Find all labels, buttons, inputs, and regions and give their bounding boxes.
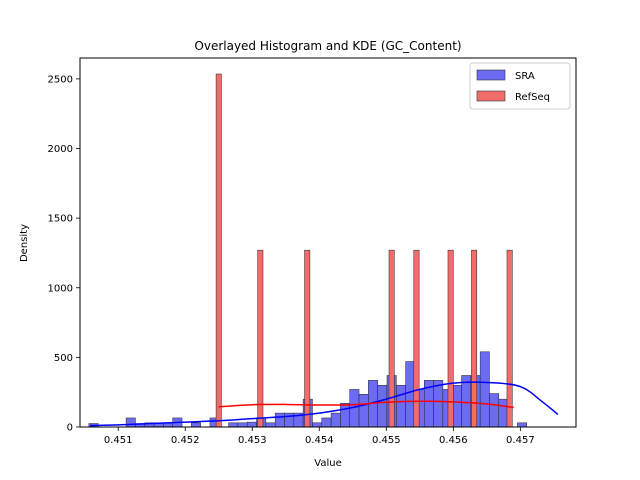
sra-bar <box>405 361 416 428</box>
sra-bar <box>451 384 462 428</box>
refseq-bar <box>257 249 264 428</box>
sra-bar <box>489 393 500 428</box>
sra-bar <box>274 412 285 428</box>
x-axis-ticks: 0.451 0.452 0.453 0.454 0.455 0.456 0.457 <box>104 427 535 446</box>
sra-bar <box>396 384 406 428</box>
sra-bar <box>191 422 201 428</box>
y-tick-label: 0 <box>67 423 73 434</box>
x-tick-label: 0.452 <box>171 435 200 446</box>
sra-bar <box>246 421 257 428</box>
x-tick-label: 0.457 <box>506 435 535 446</box>
sra-kde-line <box>90 381 559 427</box>
sra-bar <box>312 422 323 428</box>
legend-label-refseq: RefSeq <box>515 92 550 103</box>
legend: SRA RefSeq <box>469 62 571 110</box>
refseq-bar <box>447 249 454 428</box>
y-tick-label: 2000 <box>48 144 73 155</box>
refseq-bar <box>506 249 513 428</box>
x-tick-label: 0.455 <box>372 435 401 446</box>
sra-bar <box>265 422 276 428</box>
x-tick-label: 0.451 <box>104 435 133 446</box>
refseq-bar <box>388 249 395 428</box>
sra-bar <box>461 375 472 428</box>
sra-bar <box>125 417 136 428</box>
refseq-bar <box>215 73 222 428</box>
x-axis-label: Value <box>314 458 341 469</box>
legend-swatch-sra <box>476 69 506 81</box>
sra-bar <box>330 412 341 428</box>
y-tick-label: 1500 <box>48 214 73 225</box>
sra-bar <box>237 422 248 428</box>
y-axis-label: Density <box>19 224 30 262</box>
y-tick-label: 500 <box>54 353 73 364</box>
sra-bar <box>228 422 239 428</box>
refseq-bar <box>304 249 311 428</box>
kde-lines-group <box>90 381 559 427</box>
sra-bar <box>284 412 295 428</box>
x-tick-label: 0.456 <box>439 435 468 446</box>
refseq-bar <box>471 249 478 428</box>
sra-bar <box>498 398 509 428</box>
sra-bar <box>479 351 490 428</box>
y-tick-label: 2500 <box>48 74 73 85</box>
x-tick-label: 0.453 <box>238 435 267 446</box>
legend-swatch-refseq <box>476 90 506 102</box>
sra-bar <box>517 422 527 428</box>
sra-bar <box>321 417 332 428</box>
y-axis-ticks: 0 500 1000 1500 2000 2500 <box>48 74 80 434</box>
sra-bar <box>377 384 388 428</box>
legend-label-sra: SRA <box>515 71 535 82</box>
sra-bar <box>340 403 350 428</box>
x-tick-label: 0.454 <box>305 435 334 446</box>
sra-bar <box>433 380 444 428</box>
sra-bar <box>358 394 369 428</box>
refseq-kde-line <box>218 400 514 409</box>
chart-title: Overlayed Histogram and KDE (GC_Content) <box>194 39 461 53</box>
y-tick-label: 1000 <box>48 283 73 294</box>
refseq-bar <box>413 249 420 428</box>
plot-frame <box>79 57 577 428</box>
